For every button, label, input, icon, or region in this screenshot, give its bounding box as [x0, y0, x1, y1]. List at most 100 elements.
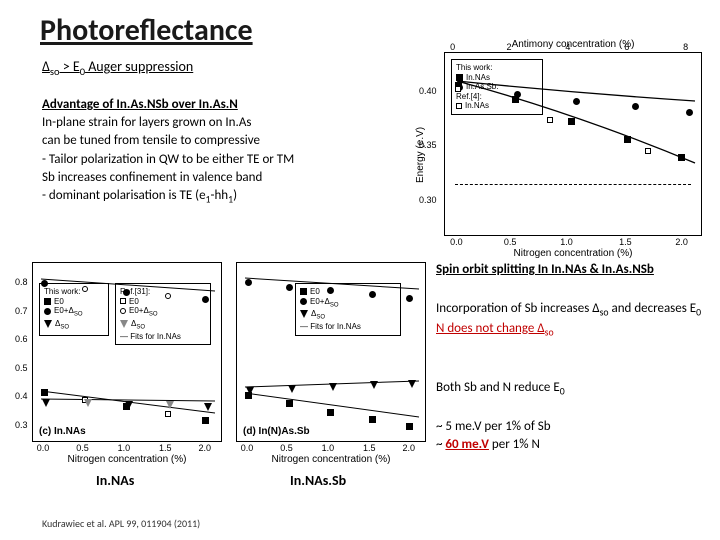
data-point — [204, 397, 215, 416]
top-axis-label: Antimony concentration (%) — [445, 39, 701, 50]
data-point — [329, 377, 340, 396]
data-point — [624, 129, 634, 148]
adv-l5-post: ) — [233, 188, 237, 203]
data-point — [406, 288, 416, 307]
y-axis-label: Energy (e.V) — [415, 127, 426, 183]
label-innas: In.NAs — [96, 472, 134, 489]
both-pre: Both Sb and N reduce E — [436, 380, 560, 395]
top-tick-2: 4 — [565, 42, 570, 52]
data-point — [82, 279, 91, 298]
data-point — [568, 111, 578, 130]
n-line: N does not change Δso — [436, 321, 554, 336]
approx-l2: ~ 60 me.V per 1% N — [436, 436, 706, 454]
data-point — [84, 393, 95, 412]
data-point — [42, 393, 53, 412]
x-tick-1: 0.5 — [504, 237, 517, 247]
data-point — [369, 409, 379, 428]
data-point — [514, 84, 524, 103]
top-tick-0: 0 — [450, 42, 455, 52]
data-point — [686, 102, 696, 121]
curve-svg — [445, 53, 701, 235]
incorp-s1: so — [600, 307, 609, 319]
data-point — [165, 286, 174, 305]
approx-block: ~ 5 me.V per 1% of Sb ~ 60 me.V per 1% N — [436, 418, 706, 453]
adv-l2: can be tuned from tensile to compressive — [42, 132, 402, 150]
approx-l2-pre: ~ — [436, 437, 445, 452]
data-point — [370, 375, 381, 394]
xt: 0.0 — [241, 443, 254, 453]
data-point — [327, 402, 337, 421]
data-point — [202, 290, 212, 309]
xt: 0.0 — [37, 443, 50, 453]
data-point — [327, 281, 337, 300]
yt: 0.6 — [15, 334, 28, 344]
xt: 1.5 — [363, 443, 376, 453]
xt: 1.5 — [159, 443, 172, 453]
data-point — [369, 284, 379, 303]
y-tick-2: 0.40 — [419, 86, 437, 96]
tail: Auger suppression — [85, 58, 193, 75]
adv-l5: - dominant polarisation is TE (e1-hh1) — [42, 187, 402, 207]
label-innassb: In.NAs.Sb — [290, 472, 346, 489]
yt: 0.4 — [15, 391, 28, 401]
incorp-pre: Incorporation of Sb increases Δ — [436, 301, 600, 316]
data-point — [408, 373, 419, 392]
both-sub: 0 — [560, 386, 565, 398]
adv-l1: In-plane strain for layers grown on In.A… — [42, 114, 402, 132]
data-point — [245, 272, 255, 291]
xt: 1.0 — [118, 443, 131, 453]
approx-l1: ~ 5 me.V per 1% of Sb — [436, 418, 706, 436]
approx-l2-post: per 1% N — [489, 437, 540, 452]
data-point — [678, 148, 688, 167]
xt: 0.5 — [76, 443, 89, 453]
x-tick-0: 0.0 — [450, 237, 463, 247]
data-point — [41, 274, 51, 293]
slide-title: Photoreflectance — [40, 12, 253, 49]
gt-e: > E — [60, 58, 80, 75]
adv-l3: - Tailor polarization in QW to be either… — [42, 151, 402, 169]
data-point — [547, 109, 556, 128]
data-point — [286, 277, 296, 296]
x-axis-label: Nitrogen concentration (%) — [237, 454, 425, 465]
both-reduce: Both Sb and N reduce E0 — [436, 380, 706, 398]
data-point — [166, 395, 177, 414]
top-tick-4: 8 — [683, 42, 688, 52]
yt: 0.5 — [15, 363, 28, 373]
adv-l5-pre: - dominant polarisation is TE (e — [42, 188, 206, 203]
xt: 1.0 — [322, 443, 335, 453]
x-axis-label: Nitrogen concentration (%) — [33, 454, 221, 465]
chart-innas: (c) In.NAs Nitrogen concentration (%) 0.… — [32, 262, 222, 442]
x-tick-4: 2.0 — [675, 237, 688, 247]
xt: 2.0 — [402, 443, 415, 453]
reference-citation: Kudrawiec et al. APL 99, 011904 (2011) — [42, 517, 200, 530]
adv-l5-mid: -hh — [211, 188, 229, 203]
top-tick-1: 2 — [506, 42, 511, 52]
data-point — [125, 395, 136, 414]
approx-l2-mid: 60 me.V — [445, 437, 489, 452]
data-point — [645, 140, 654, 159]
energy-chart: Antimony concentration (%) 0 2 4 6 8 0.3… — [444, 52, 702, 236]
data-point — [123, 283, 133, 302]
data-point — [406, 416, 416, 435]
data-point — [573, 91, 583, 110]
incorporation-text: Incorporation of Sb increases Δso and de… — [436, 300, 706, 340]
delta: Δ — [42, 58, 50, 75]
nline-pre: N does not change Δ — [436, 321, 545, 336]
auger-suppression-line: Δso > E0 Auger suppression — [42, 58, 193, 78]
data-point — [455, 78, 464, 97]
yt: 0.8 — [15, 277, 28, 287]
x-tick-2: 1.0 — [560, 237, 573, 247]
y-tick-0: 0.30 — [419, 195, 437, 205]
yt: 0.7 — [15, 306, 28, 316]
data-point — [288, 379, 299, 398]
x-tick-3: 1.5 — [619, 237, 632, 247]
top-tick-3: 6 — [624, 42, 629, 52]
chart-innassb: (d) In(N)As.Sb Nitrogen concentration (%… — [236, 262, 426, 442]
xt: 0.5 — [280, 443, 293, 453]
data-point — [246, 380, 257, 399]
so-sub: so — [50, 65, 60, 78]
advantage-heading: Advantage of In.As.NSb over In.As.N — [42, 96, 402, 114]
advantage-block: Advantage of In.As.NSb over In.As.N In-p… — [42, 96, 402, 207]
data-point — [632, 97, 642, 116]
adv-l4: Sb increases confinement in valence band — [42, 169, 402, 187]
